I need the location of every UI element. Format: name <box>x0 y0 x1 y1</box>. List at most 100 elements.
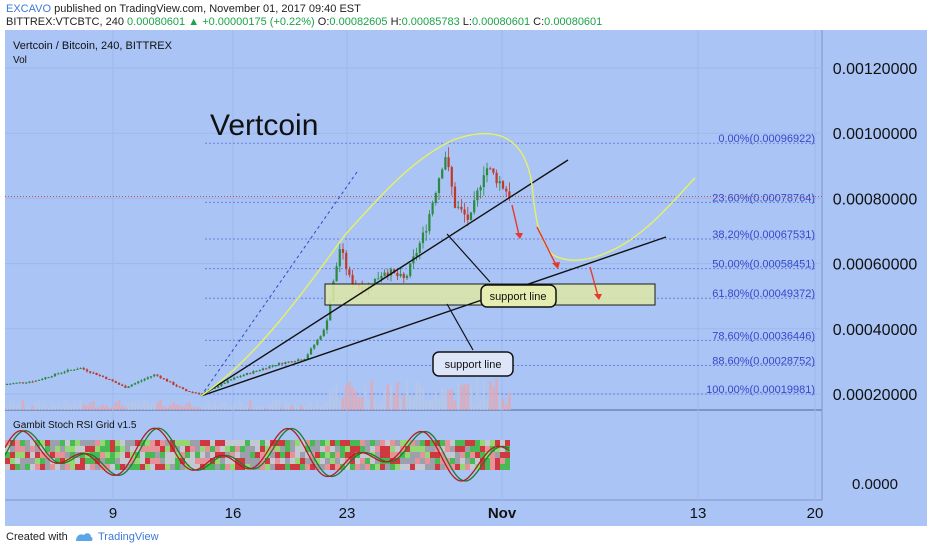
volume-bar <box>201 406 204 410</box>
grid-cell <box>255 440 260 446</box>
grid-cell <box>20 440 25 446</box>
chart-canvas[interactable]: 0.00%(0.00096922) 23.60%(0.00078764) 38.20… <box>5 30 927 526</box>
grid-cell <box>500 452 505 458</box>
volume-bar <box>223 402 226 410</box>
volume-bar <box>5 406 9 410</box>
grid-cell <box>410 458 415 464</box>
grid-cell <box>260 452 265 458</box>
grid-cell <box>25 440 30 446</box>
price-scale-background[interactable] <box>822 30 927 500</box>
grid-cell <box>155 458 160 464</box>
candle-body <box>85 369 89 372</box>
grid-cell <box>335 446 340 452</box>
grid-cell <box>105 440 110 446</box>
grid-cell <box>135 446 140 452</box>
candle-body <box>485 168 489 176</box>
fib-level-label: 23.60%(0.00078764) <box>712 192 815 204</box>
grid-cell <box>340 452 345 458</box>
grid-cell <box>120 458 125 464</box>
grid-cell <box>110 458 115 464</box>
grid-cell <box>350 458 355 464</box>
support-label-upper[interactable]: support line <box>480 284 557 308</box>
grid-cell <box>335 464 340 470</box>
grid-cell <box>415 446 420 452</box>
candle-body <box>12 383 15 385</box>
grid-cell <box>475 446 480 452</box>
grid-cell <box>325 440 330 446</box>
volume-bar <box>418 382 421 410</box>
candle-body <box>508 191 511 198</box>
grid-cell <box>360 458 365 464</box>
grid-cell <box>180 440 185 446</box>
grid-cell <box>135 440 140 446</box>
grid-cell <box>375 452 380 458</box>
time-scale-background[interactable] <box>5 500 927 526</box>
candle-body <box>165 378 169 382</box>
grid-cell <box>220 440 225 446</box>
support-label-lower[interactable]: support line <box>432 351 514 377</box>
trendline-upper[interactable] <box>200 159 569 397</box>
arrow-head-1 <box>515 233 523 239</box>
grid-cell <box>160 452 165 458</box>
candle-body <box>303 359 306 361</box>
grid-cell <box>5 464 10 470</box>
grid-cell <box>265 452 270 458</box>
candle-body <box>95 372 98 375</box>
grid-cell <box>125 464 130 470</box>
tradingview-brand[interactable]: TradingView <box>98 531 159 543</box>
grid-cell <box>370 464 375 470</box>
grid-cell <box>475 440 480 446</box>
grid-cell <box>375 446 380 452</box>
grid-cell <box>430 464 435 470</box>
grid-cell <box>40 440 45 446</box>
candle-body <box>309 348 313 355</box>
author-name[interactable]: EXCAVO <box>6 3 52 15</box>
candle-body <box>37 379 41 381</box>
volume-bar <box>489 381 492 410</box>
grid-cell <box>110 452 115 458</box>
volume-bar <box>130 400 133 410</box>
trendline-lower[interactable] <box>200 236 667 397</box>
grid-cell <box>295 446 300 452</box>
candle-body <box>89 371 92 373</box>
candle-body <box>172 381 175 385</box>
grid-cell <box>505 452 510 458</box>
grid-cell <box>95 446 100 452</box>
created-with-text: Created with <box>6 531 68 543</box>
candle-body <box>98 374 101 376</box>
volume-bar <box>271 401 274 410</box>
candle-body <box>274 365 277 367</box>
candle-body <box>300 359 303 361</box>
volume-bar <box>69 405 73 410</box>
grid-cell <box>325 446 330 452</box>
candle-body <box>188 391 191 393</box>
grid-cell <box>315 440 320 446</box>
grid-cell <box>225 464 230 470</box>
candle-body <box>31 381 34 383</box>
grid-cell <box>280 452 285 458</box>
candle-body <box>92 372 95 374</box>
volume-bar <box>178 404 181 410</box>
grid-cell <box>440 464 445 470</box>
candle-body <box>409 263 412 276</box>
grid-cell <box>20 464 25 470</box>
grid-cell <box>180 452 185 458</box>
projection-curve[interactable] <box>200 132 696 397</box>
volume-bar <box>505 403 508 410</box>
grid-cell <box>60 458 65 464</box>
volume-bar <box>79 400 82 410</box>
grid-cell <box>330 452 335 458</box>
chart-area[interactable]: 0.00%(0.00096922) 23.60%(0.00078764) 38.20… <box>5 30 927 526</box>
grid-cell <box>330 458 335 464</box>
grid-cell <box>345 446 350 452</box>
time-axis-label: Nov <box>488 505 517 522</box>
grid-cell <box>345 464 350 470</box>
grid-cell <box>390 452 395 458</box>
volume-bar <box>242 407 245 410</box>
volume-bar <box>101 404 105 410</box>
time-axis-label: 23 <box>339 505 356 522</box>
fib-retracement[interactable]: 0.00%(0.00096922) 23.60%(0.00078764) 38.20… <box>5 133 822 396</box>
volume-bar <box>31 406 34 410</box>
grid-cell <box>490 446 495 452</box>
candle-body <box>217 386 220 388</box>
